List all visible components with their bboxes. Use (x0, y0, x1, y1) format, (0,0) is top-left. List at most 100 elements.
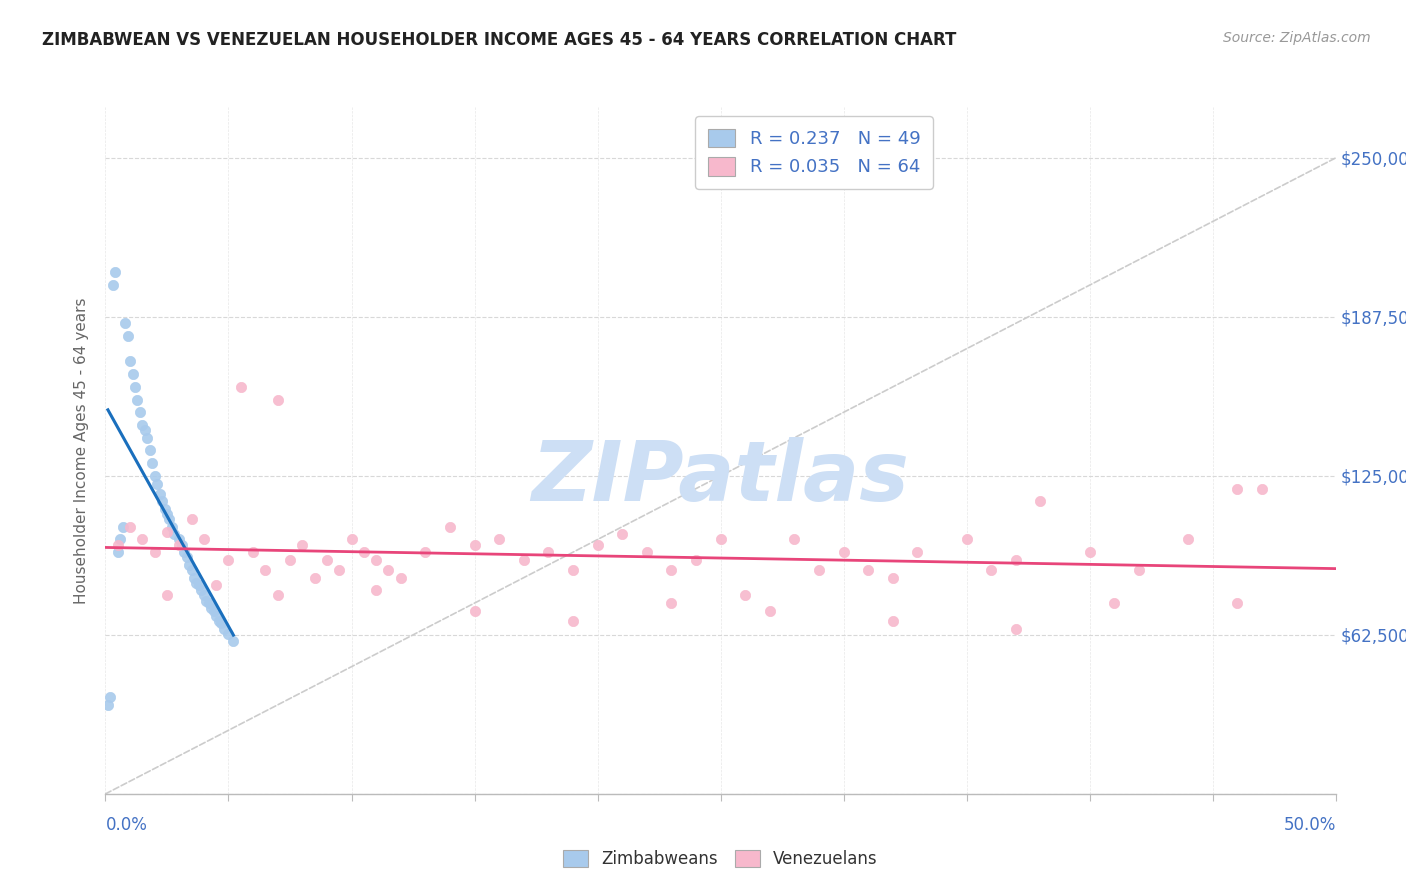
Text: Source: ZipAtlas.com: Source: ZipAtlas.com (1223, 31, 1371, 45)
Point (202, 604, 225, 618)
Point (197, 596, 221, 610)
Point (858, 563, 880, 577)
Point (464, 538, 486, 552)
Point (111, 520, 134, 534)
Text: 50.0%: 50.0% (1284, 816, 1336, 834)
Point (129, 405, 152, 419)
Point (759, 604, 782, 618)
Point (980, 563, 1002, 577)
Point (377, 563, 399, 577)
Text: ZIPatlas: ZIPatlas (531, 437, 910, 518)
Point (134, 423, 156, 437)
Point (173, 545, 195, 559)
Point (439, 520, 461, 534)
Point (464, 604, 486, 618)
Point (956, 533, 979, 547)
Point (783, 533, 806, 547)
Point (159, 512, 180, 526)
Point (366, 553, 388, 567)
Point (101, 278, 124, 293)
Y-axis label: Householder Income Ages 45 - 64 years: Householder Income Ages 45 - 64 years (75, 297, 90, 604)
Point (180, 563, 202, 577)
Point (169, 533, 191, 547)
Point (120, 520, 141, 534)
Point (882, 571, 904, 585)
Point (513, 553, 536, 567)
Point (488, 533, 510, 547)
Point (143, 469, 166, 483)
Point (537, 545, 560, 559)
Point (610, 527, 633, 541)
Point (1029, 494, 1052, 508)
Point (104, 265, 127, 279)
Point (389, 571, 412, 585)
Point (180, 512, 202, 526)
Point (156, 524, 179, 539)
Point (98, 690, 122, 705)
Point (186, 575, 208, 590)
Point (190, 583, 212, 598)
Point (114, 316, 136, 330)
Point (1004, 622, 1026, 636)
Point (97, 698, 120, 712)
Point (415, 545, 437, 559)
Point (1128, 563, 1150, 577)
Point (205, 608, 228, 623)
Point (138, 443, 162, 458)
Point (1251, 482, 1274, 496)
Point (127, 392, 149, 407)
Point (661, 596, 683, 610)
Point (176, 550, 198, 565)
Point (188, 578, 211, 592)
Point (229, 380, 252, 394)
Point (146, 476, 169, 491)
Point (267, 589, 290, 603)
Point (1078, 545, 1101, 559)
Point (150, 494, 173, 508)
Point (212, 622, 235, 636)
Point (193, 589, 215, 603)
Point (586, 538, 609, 552)
Point (734, 589, 756, 603)
Point (882, 614, 904, 628)
Point (209, 616, 232, 631)
Point (636, 545, 658, 559)
Point (242, 545, 264, 559)
Point (120, 354, 141, 368)
Point (1226, 596, 1249, 610)
Point (179, 558, 201, 572)
Point (156, 589, 179, 603)
Point (169, 538, 191, 552)
Point (907, 545, 929, 559)
Point (353, 545, 375, 559)
Point (661, 563, 683, 577)
Point (183, 571, 205, 585)
Point (278, 553, 301, 567)
Point (193, 533, 215, 547)
Point (267, 392, 290, 407)
Point (160, 520, 183, 534)
Point (121, 367, 143, 381)
Point (141, 456, 163, 470)
Point (710, 533, 733, 547)
Point (107, 545, 129, 559)
Point (1226, 482, 1249, 496)
Point (366, 583, 388, 598)
Point (222, 634, 245, 648)
Point (1177, 533, 1199, 547)
Text: 0.0%: 0.0% (105, 816, 148, 834)
Point (1102, 596, 1125, 610)
Point (685, 553, 707, 567)
Point (136, 431, 159, 445)
Point (149, 486, 172, 500)
Point (131, 417, 153, 432)
Point (315, 553, 337, 567)
Point (153, 502, 176, 516)
Point (124, 380, 146, 394)
Point (107, 538, 129, 552)
Point (254, 563, 277, 577)
Point (156, 507, 179, 521)
Point (143, 545, 166, 559)
Point (291, 538, 314, 552)
Point (807, 563, 830, 577)
